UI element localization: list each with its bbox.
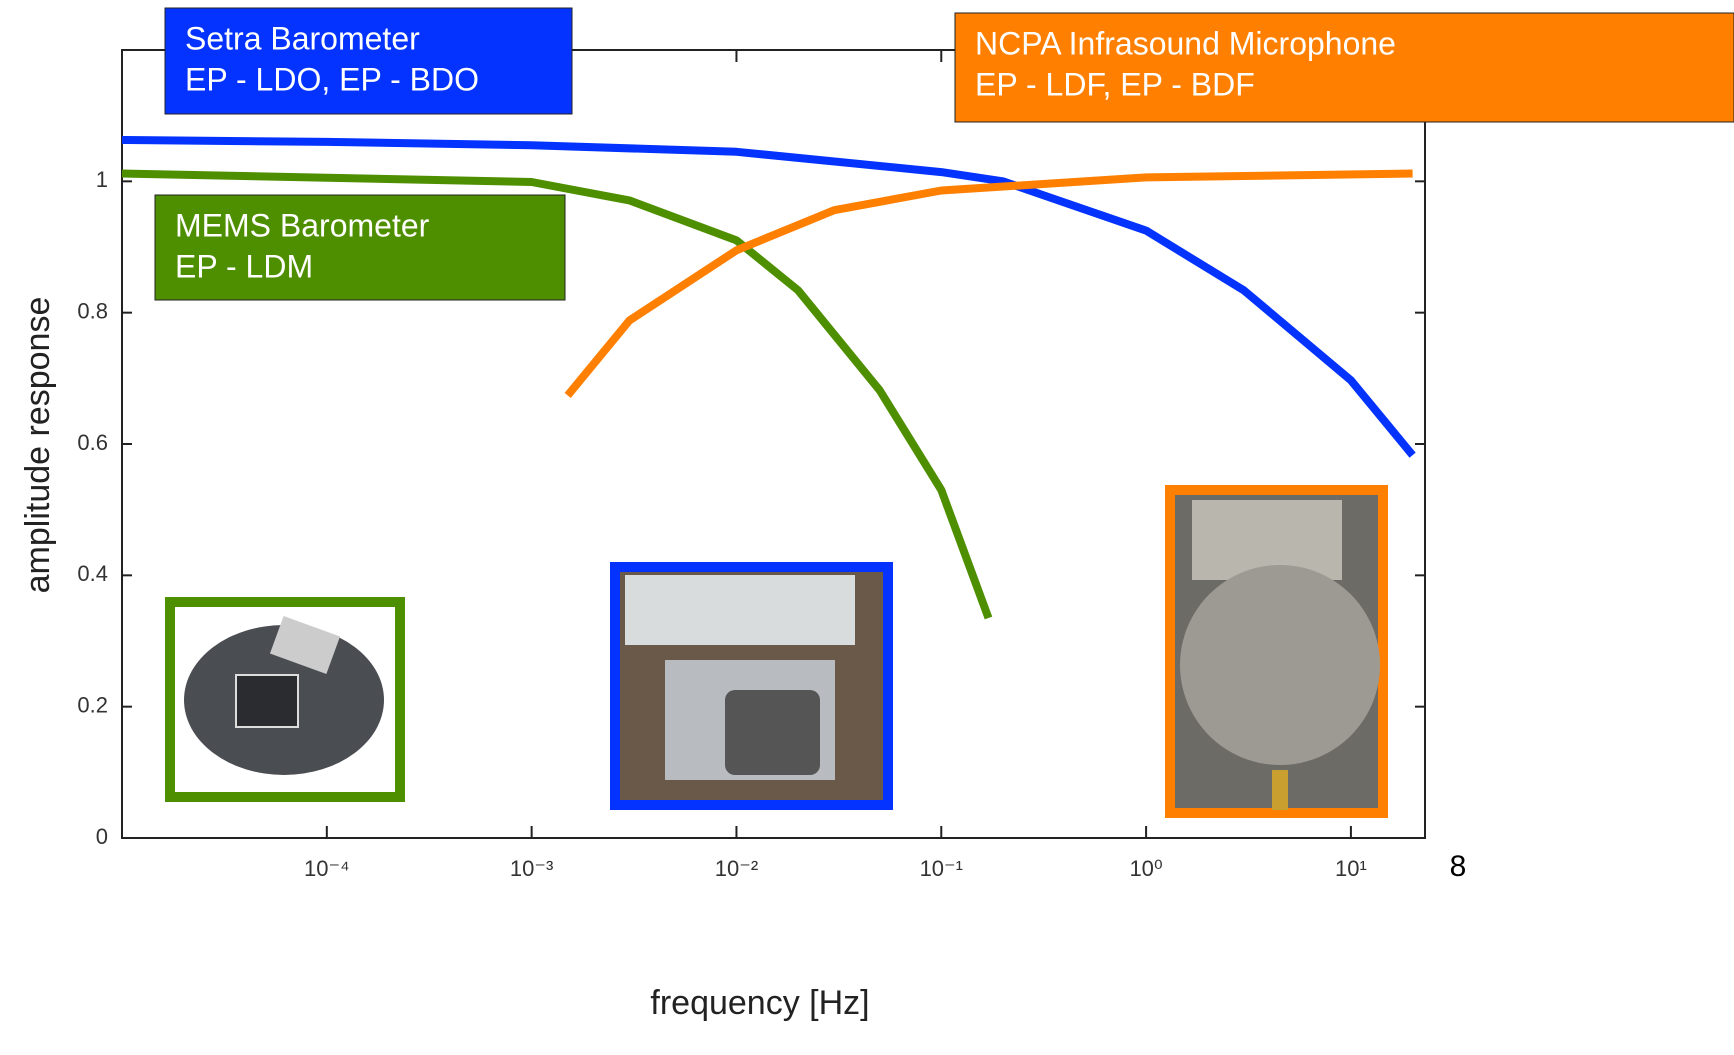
setra-photo [610, 562, 893, 810]
y-tick-label: 0 [96, 824, 108, 849]
mems-photo [165, 597, 405, 802]
x-axis-label: frequency [Hz] [650, 984, 869, 1022]
y-axis-label: amplitude response [19, 297, 57, 594]
legend-sublabel: EP - LDM [175, 248, 313, 284]
x-tick-label: 10⁻² [715, 856, 758, 881]
legend-box: NCPA Infrasound Microphone EP - LDF, EP -… [954, 12, 1734, 123]
legend-box: Setra Barometer EP - LDO, EP - BDO [164, 7, 573, 115]
y-tick-label: 0.8 [77, 298, 108, 323]
ncpa-photo [1165, 485, 1388, 818]
series-line [121, 169, 993, 620]
y-tick-label: 0.6 [77, 430, 108, 455]
x-tick-label: 10⁻¹ [920, 856, 963, 881]
legend-sublabel: EP - LDF, EP - BDF [975, 66, 1255, 102]
x-tick-label: 10⁰ [1129, 856, 1162, 881]
x-tick-label: 10⁻⁴ [304, 856, 350, 881]
y-tick-label: 1 [96, 167, 108, 192]
page-number: 8 [1450, 850, 1467, 883]
legend-label: Setra Barometer [185, 20, 420, 56]
y-tick-label: 0.2 [77, 692, 108, 717]
legend-label: MEMS Barometer [175, 207, 430, 243]
x-tick-label: 10⁻³ [510, 856, 553, 881]
x-tick-label: 10¹ [1335, 856, 1367, 881]
series-line [564, 169, 1413, 398]
legend-box: MEMS Barometer EP - LDM [154, 194, 566, 301]
legend-label: NCPA Infrasound Microphone [975, 25, 1396, 61]
y-tick-label: 0.4 [77, 561, 108, 586]
legend-swatch [164, 7, 573, 115]
legend-sublabel: EP - LDO, EP - BDO [185, 61, 479, 97]
legend-swatch [154, 194, 566, 301]
series-line [121, 136, 1416, 458]
legend-swatch [954, 12, 1734, 123]
